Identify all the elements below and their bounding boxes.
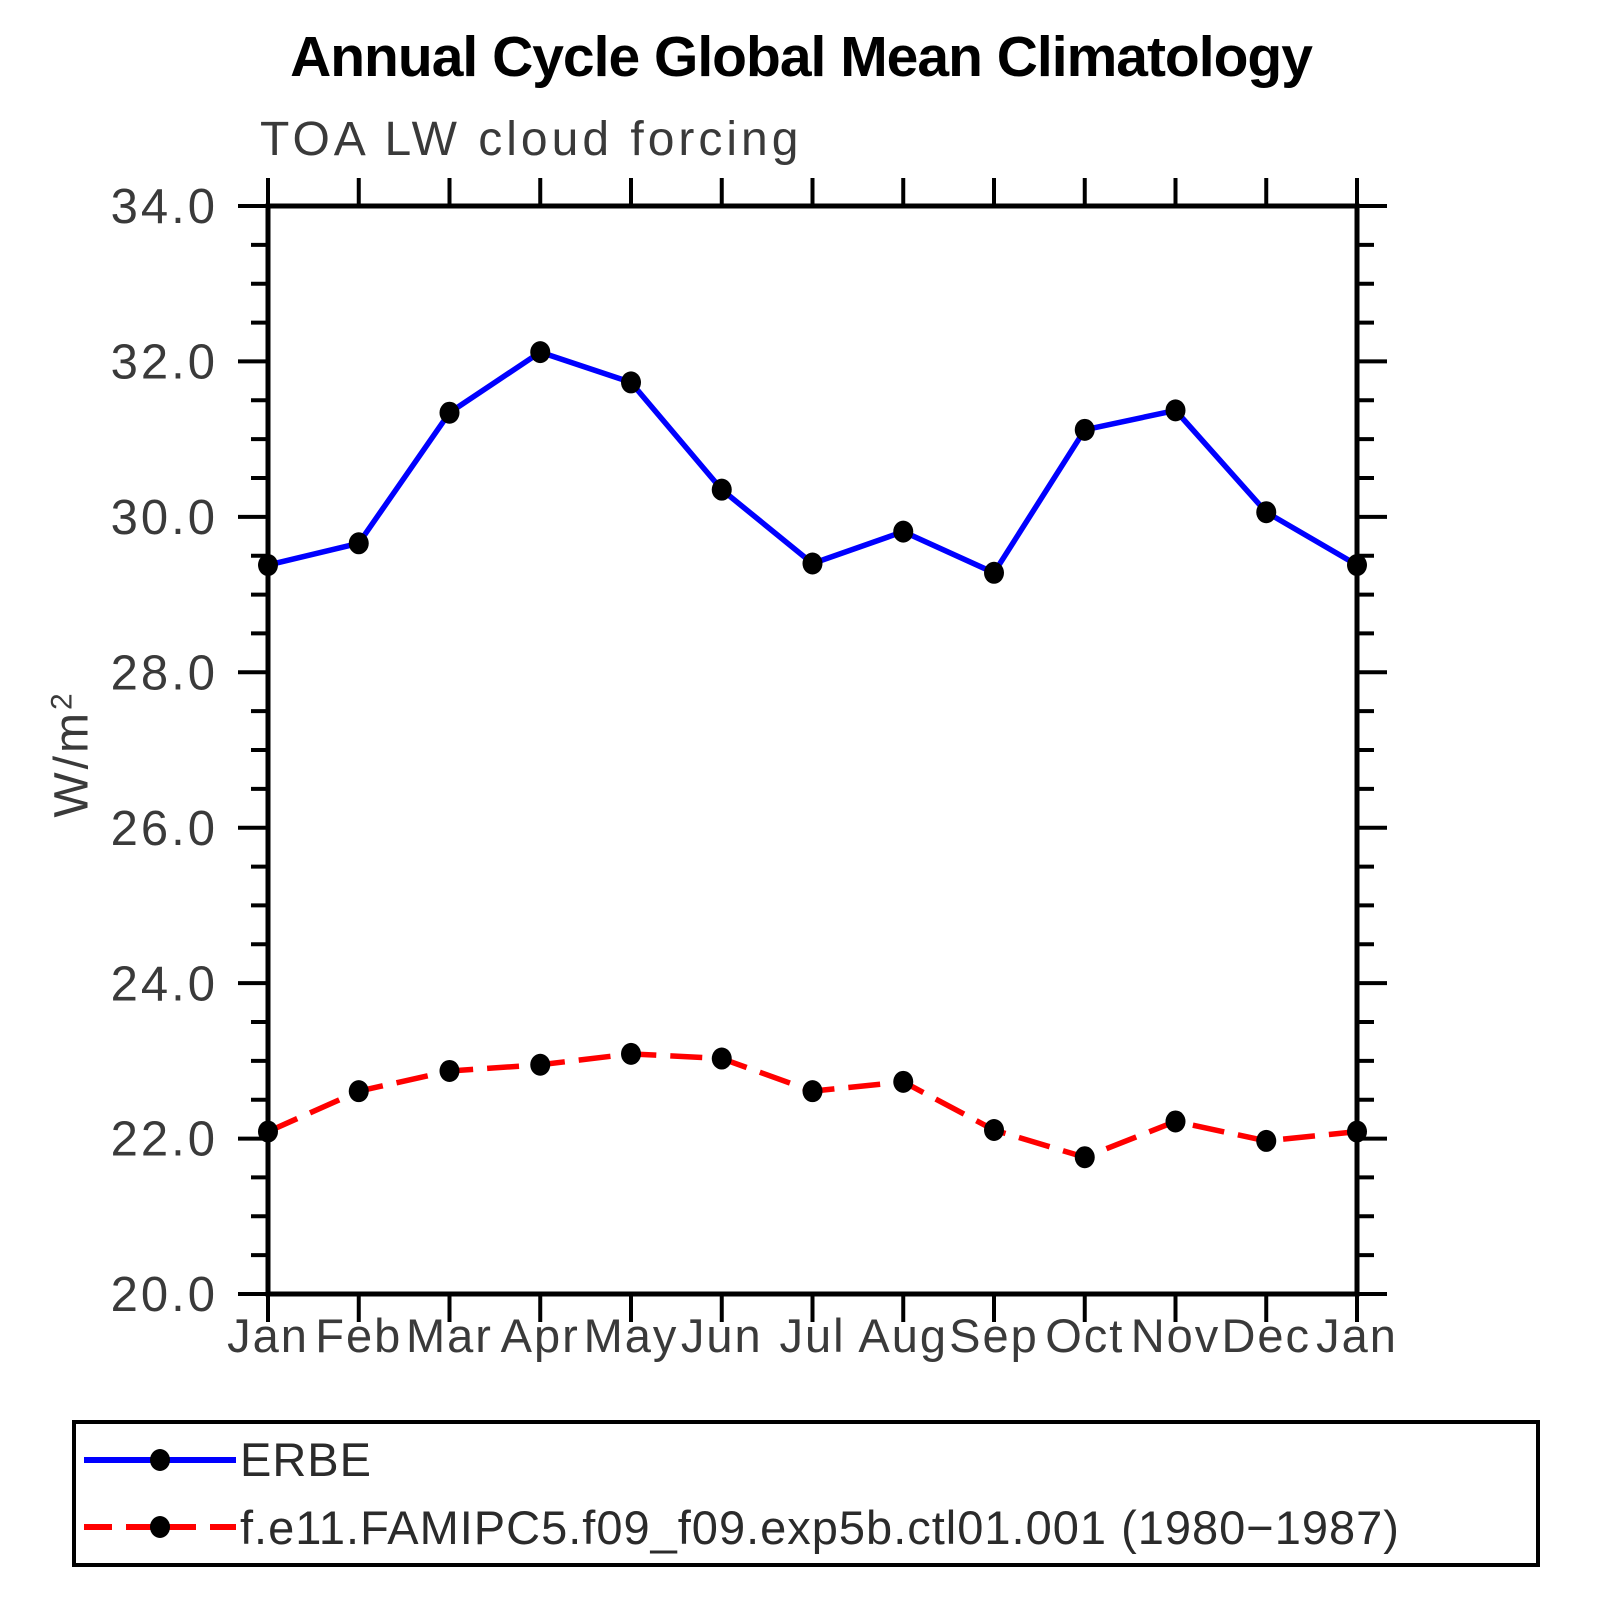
data-point-erbe — [258, 554, 278, 577]
data-point-model — [1165, 1110, 1186, 1133]
data-point-model — [621, 1042, 641, 1065]
y-tick-label: 34.0 — [111, 180, 218, 234]
data-point-model — [893, 1070, 914, 1093]
x-tick-label: Dec — [1221, 1309, 1311, 1362]
data-point-erbe — [1256, 501, 1277, 524]
legend-item-model: f.e11.FAMIPC5.f09_f09.exp5b.ctl01.001 (1… — [80, 1495, 1536, 1559]
data-point-model — [711, 1047, 732, 1070]
y-tick-label: 24.0 — [111, 957, 218, 1011]
data-point-erbe — [348, 532, 369, 555]
y-tick-label: 32.0 — [111, 336, 218, 390]
data-point-model — [348, 1080, 369, 1103]
legend-box: ERBE f.e11.FAMIPC5.f09_f09.exp5b.ctl01.0… — [72, 1420, 1540, 1567]
y-tick-label: 20.0 — [111, 1268, 218, 1322]
data-point-model — [258, 1120, 278, 1143]
legend-marker-dot — [150, 1448, 170, 1471]
x-tick-label: May — [584, 1309, 679, 1362]
series-line-erbe — [267, 349, 1359, 576]
plot-border — [265, 203, 1360, 1297]
data-point-model — [802, 1080, 823, 1103]
data-point-model — [439, 1059, 460, 1082]
data-point-model — [984, 1119, 1004, 1142]
data-point-model — [1347, 1120, 1367, 1143]
legend-label-erbe: ERBE — [240, 1433, 372, 1487]
x-tick-label: Aug — [858, 1309, 948, 1362]
data-point-erbe — [984, 561, 1004, 584]
legend-label-model: f.e11.FAMIPC5.f09_f09.exp5b.ctl01.001 (1… — [240, 1500, 1400, 1554]
data-point-erbe — [621, 371, 641, 394]
data-point-erbe — [1347, 554, 1367, 577]
x-tick-label: Jan — [1316, 1309, 1398, 1362]
x-tick-label: Jan — [227, 1309, 309, 1362]
data-point-erbe — [439, 401, 460, 424]
series-line-model — [266, 1051, 1358, 1160]
y-tick-label: 26.0 — [111, 802, 218, 856]
x-tick-label: Apr — [501, 1309, 580, 1362]
x-tick-label: Mar — [406, 1309, 493, 1362]
data-point-erbe — [1074, 418, 1095, 441]
chart-subtitle: TOA LW cloud forcing — [260, 113, 803, 166]
data-point-model — [1256, 1129, 1277, 1152]
x-tick-label: Sep — [949, 1309, 1039, 1362]
data-point-erbe — [893, 520, 914, 543]
data-point-model — [530, 1053, 551, 1076]
legend-swatch-model — [84, 1516, 236, 1539]
y-tick-label: 28.0 — [111, 646, 218, 700]
y-tick-label: 30.0 — [111, 491, 218, 545]
x-tick-label: Feb — [315, 1309, 402, 1362]
data-point-erbe — [1165, 399, 1186, 422]
y-tick-label: 22.0 — [111, 1113, 218, 1167]
x-tick-label: Jul — [779, 1309, 845, 1362]
x-tick-label: Jun — [681, 1309, 763, 1362]
x-tick-label: Oct — [1045, 1309, 1124, 1362]
legend-item-erbe: ERBE — [80, 1428, 1536, 1492]
chart-title: Annual Cycle Global Mean Climatology — [290, 25, 1313, 89]
data-point-erbe — [711, 478, 732, 501]
x-tick-label: Nov — [1131, 1309, 1221, 1362]
data-point-erbe — [530, 341, 551, 364]
data-point-erbe — [802, 552, 823, 575]
legend-swatch-erbe — [84, 1448, 236, 1471]
data-point-model — [1074, 1146, 1095, 1169]
legend-marker-dot — [150, 1516, 170, 1539]
